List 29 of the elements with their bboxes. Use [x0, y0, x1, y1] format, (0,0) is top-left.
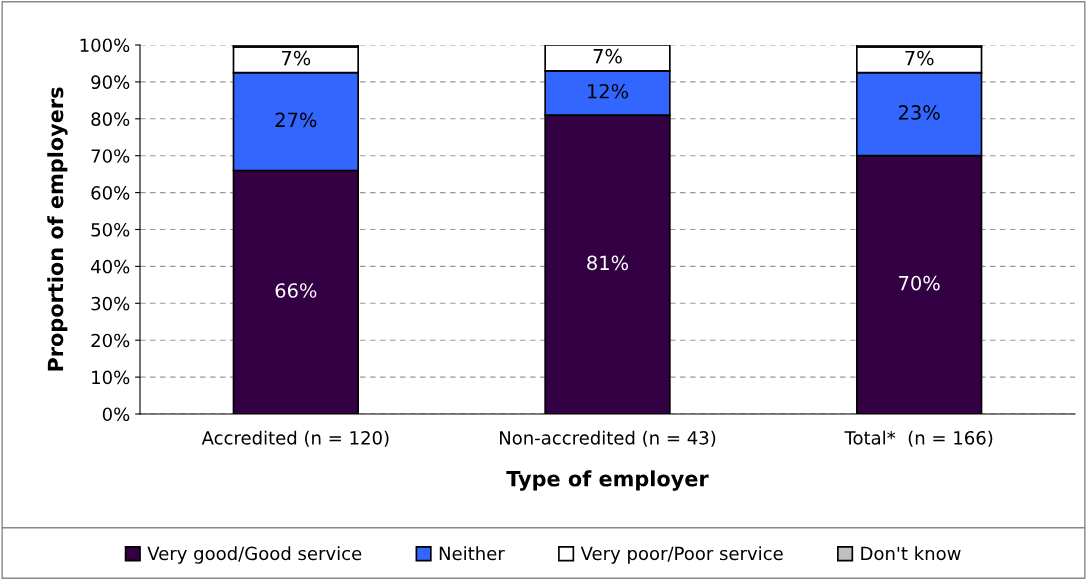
- y-tick-label: 10%: [92, 370, 130, 385]
- y-tick-label: 20%: [91, 333, 130, 348]
- legend-label: Very good/Good service: [147, 546, 362, 564]
- y-tick-label: 70%: [91, 149, 130, 163]
- data-label: 12%: [588, 83, 629, 99]
- y-tick-label: 40%: [91, 259, 130, 274]
- y-axis-title: Proportion of employers: [47, 87, 68, 371]
- data-label: 7%: [905, 50, 934, 66]
- legend-label: Neither: [439, 546, 505, 561]
- data-label: 7%: [282, 50, 311, 66]
- data-label: 23%: [898, 105, 940, 120]
- x-tick-label: Non-accredited (n = 43): [500, 430, 716, 447]
- data-label: 7%: [593, 48, 622, 64]
- y-tick-label: 90%: [91, 75, 130, 90]
- y-tick-label: 50%: [91, 222, 130, 237]
- x-tick-label: Total* (n = 166): [844, 430, 993, 447]
- x-tick-label: Accredited (n = 120): [201, 430, 389, 447]
- y-tick-label: 30%: [91, 296, 130, 311]
- data-label: 70%: [899, 275, 940, 291]
- data-label: 66%: [275, 283, 317, 298]
- data-label: 81%: [587, 255, 629, 271]
- y-tick-label: 100%: [80, 38, 130, 53]
- legend-label: Very poor/Poor service: [580, 546, 783, 564]
- y-tick-label: 60%: [91, 186, 130, 200]
- legend-label: Don't know: [861, 546, 961, 561]
- y-tick-label: 0%: [102, 407, 130, 422]
- x-axis-title: Type of employer: [506, 470, 709, 491]
- data-label: 27%: [275, 112, 317, 128]
- y-tick-label: 80%: [91, 112, 130, 126]
